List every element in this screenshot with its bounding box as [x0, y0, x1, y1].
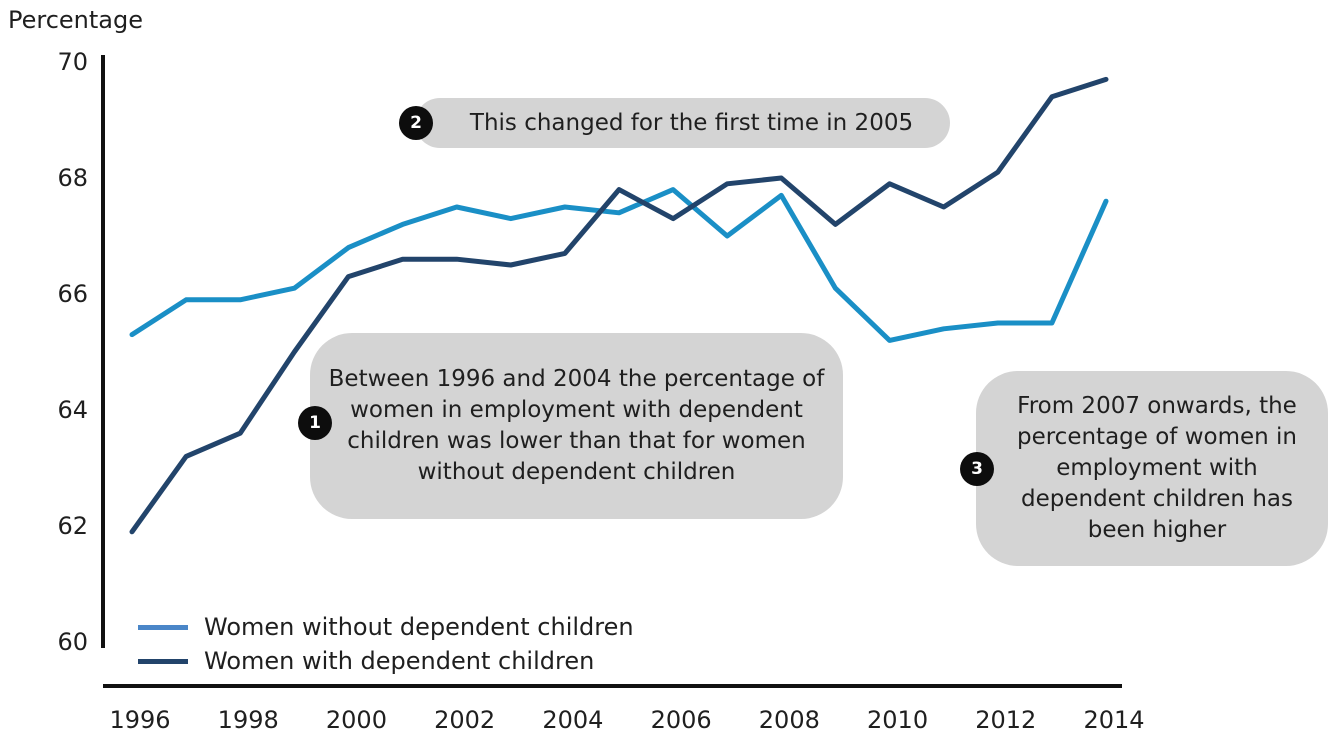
y-tick-label: 70 — [57, 48, 88, 76]
x-tick-label: 1996 — [109, 706, 170, 732]
annotation-1-text: Between 1996 and 2004 the percentage of … — [328, 366, 825, 485]
legend-label-without-children: Women without dependent children — [204, 613, 634, 641]
legend-entry-without-children: Women without dependent children — [138, 610, 634, 644]
legend-swatch-without-children — [138, 624, 188, 630]
x-tick-label: 2012 — [975, 706, 1036, 732]
y-tick-label: 68 — [57, 164, 88, 192]
x-tick-label: 2014 — [1083, 706, 1144, 732]
y-tick-label: 66 — [57, 280, 88, 308]
x-tick-label: 2008 — [759, 706, 820, 732]
legend-swatch-with-children — [138, 658, 188, 664]
annotation-3-box: From 2007 onwards, the percentage of wom… — [976, 371, 1328, 566]
y-tick-label: 62 — [57, 512, 88, 540]
legend-entry-with-children: Women with dependent children — [138, 644, 634, 678]
series-line-without-children — [129, 187, 1109, 343]
x-tick-label: 2002 — [434, 706, 495, 732]
x-tick-label: 2004 — [542, 706, 603, 732]
legend-label-with-children: Women with dependent children — [204, 647, 595, 675]
y-tick-labels: 60 62 64 66 68 70 — [57, 48, 88, 656]
y-tick-label: 60 — [57, 628, 88, 656]
series-line-with-children — [129, 76, 1109, 535]
annotation-2-marker: 2 — [399, 106, 433, 140]
series-lines — [129, 76, 1109, 535]
axes — [101, 55, 1122, 688]
annotation-2-box: This changed for the first time in 2005 — [415, 98, 950, 148]
y-tick-label: 64 — [57, 396, 88, 424]
legend: Women without dependent children Women w… — [138, 610, 634, 678]
annotation-3-marker: 3 — [960, 452, 994, 486]
annotation-1-marker: 1 — [298, 406, 332, 440]
annotation-2-text: This changed for the first time in 2005 — [469, 109, 914, 136]
annotation-3-text: From 2007 onwards, the percentage of wom… — [1016, 393, 1298, 543]
x-tick-label: 2010 — [867, 706, 928, 732]
x-tick-label: 1998 — [218, 706, 279, 732]
x-tick-label: 2000 — [326, 706, 387, 732]
annotation-1-box: Between 1996 and 2004 the percentage of … — [310, 333, 843, 519]
x-tick-label: 2006 — [651, 706, 712, 732]
y-axis-label: Percentage — [8, 6, 144, 34]
x-tick-labels: 1996 1998 2000 2002 2004 2006 2008 2010 2012 2014 — [109, 706, 1144, 732]
